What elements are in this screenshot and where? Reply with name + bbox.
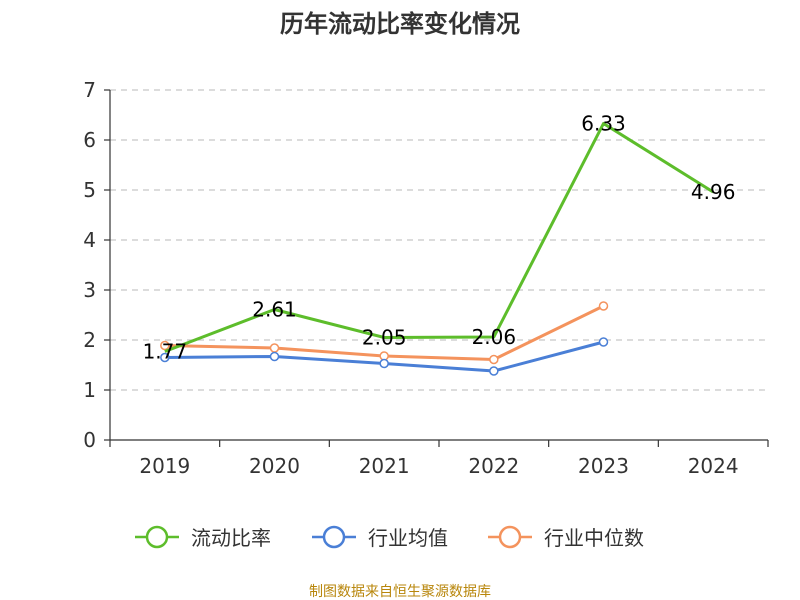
legend-label: 行业中位数 (544, 526, 644, 550)
data-label: 1.77 (143, 340, 188, 364)
data-label: 2.61 (252, 298, 297, 322)
x-tick-label: 2022 (468, 454, 519, 478)
x-tick-label: 2024 (688, 454, 739, 478)
x-tick-label: 2021 (359, 454, 410, 478)
x-tick-label: 2019 (139, 454, 190, 478)
y-tick-label: 7 (83, 78, 96, 102)
y-tick-label: 6 (83, 128, 96, 152)
data-point (598, 337, 609, 347)
chart-title: 历年流动比率变化情况 (280, 10, 520, 38)
legend[interactable]: 流动比率 行业均值 行业中位数 (135, 525, 644, 550)
data-point (489, 366, 499, 376)
x-tick-label: 2023 (578, 454, 629, 478)
x-tick-label: 2020 (249, 454, 300, 478)
legend-marker-icon (498, 525, 522, 549)
data-point (379, 358, 389, 369)
data-label: 4.96 (691, 180, 736, 204)
data-label: 2.05 (362, 326, 407, 350)
y-tick-label: 5 (83, 178, 96, 202)
y-tick-label: 1 (83, 378, 96, 402)
legend-item-0[interactable]: 流动比率 (135, 525, 271, 550)
y-tick-label: 3 (83, 278, 96, 302)
data-point (160, 352, 170, 363)
data-label: 6.33 (581, 112, 626, 136)
legend-label: 行业均值 (368, 526, 448, 550)
series-group (160, 122, 714, 376)
axes: 0 1 2 3 4 5 6 7 2019 2020 2021 2022 2023 2024 (83, 78, 769, 478)
legend-item-2[interactable]: 行业中位数 (488, 525, 644, 550)
source-note: 制图数据来自恒生聚源数据库 (309, 584, 491, 600)
y-tick-label: 2 (83, 328, 96, 352)
legend-label: 流动比率 (191, 526, 271, 550)
legend-item-1[interactable]: 行业均值 (312, 525, 448, 550)
data-labels: 1.77 2.61 2.05 2.06 6.33 4.96 (143, 112, 736, 364)
data-point (160, 340, 170, 351)
data-point (598, 301, 609, 311)
data-point (489, 354, 499, 365)
data-point (269, 343, 280, 353)
series-line-0 (164, 122, 714, 353)
data-point (269, 351, 280, 362)
legend-marker-icon (145, 525, 169, 549)
data-label: 2.06 (472, 325, 517, 349)
y-tick-label: 0 (83, 428, 96, 452)
y-tick-label: 4 (83, 228, 96, 252)
legend-marker-icon (322, 525, 346, 549)
